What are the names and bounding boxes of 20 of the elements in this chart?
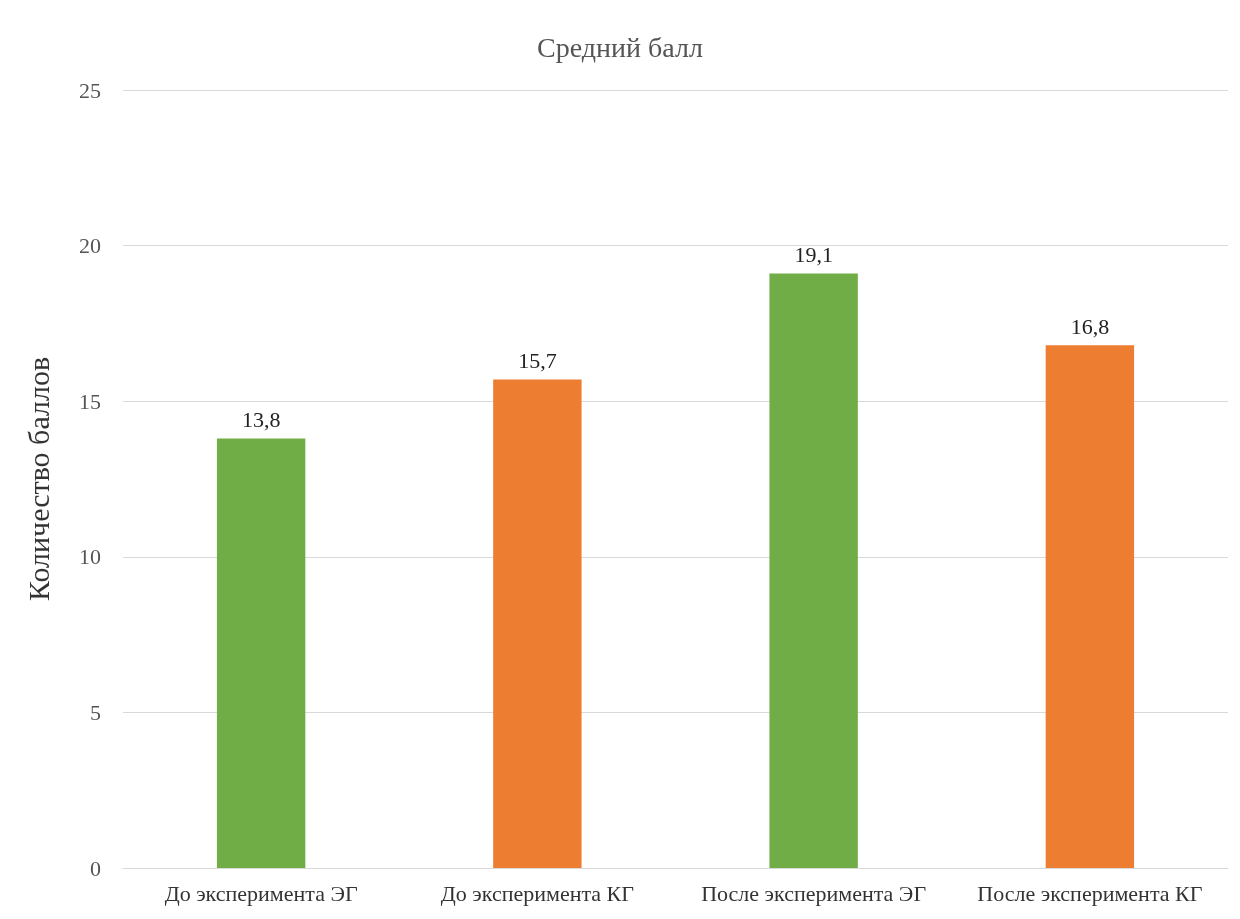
bar (1045, 345, 1135, 868)
x-tick-label: После эксперимента ЭГ (701, 880, 927, 906)
data-label: 15,7 (518, 347, 557, 373)
bar (769, 273, 858, 868)
y-tick-label: 0 (90, 855, 101, 881)
x-tick-label: До эксперимента КГ (440, 880, 635, 906)
y-axis-title: Количество баллов (21, 356, 55, 602)
x-tick-label: До эксперимента ЭГ (164, 880, 358, 906)
x-tick-label: После эксперимента КГ (977, 880, 1203, 906)
bar (216, 438, 306, 868)
y-tick-label: 20 (79, 233, 101, 259)
y-tick-label: 5 (90, 699, 101, 725)
chart-title: Средний балл (537, 31, 703, 63)
y-tick-label: 25 (79, 77, 101, 103)
y-tick-label: 15 (79, 388, 101, 414)
y-tick-label: 10 (79, 544, 101, 570)
bar (493, 379, 582, 868)
data-label: 13,8 (241, 407, 281, 433)
data-label: 19,1 (794, 242, 833, 268)
data-label: 16,8 (1070, 313, 1110, 339)
